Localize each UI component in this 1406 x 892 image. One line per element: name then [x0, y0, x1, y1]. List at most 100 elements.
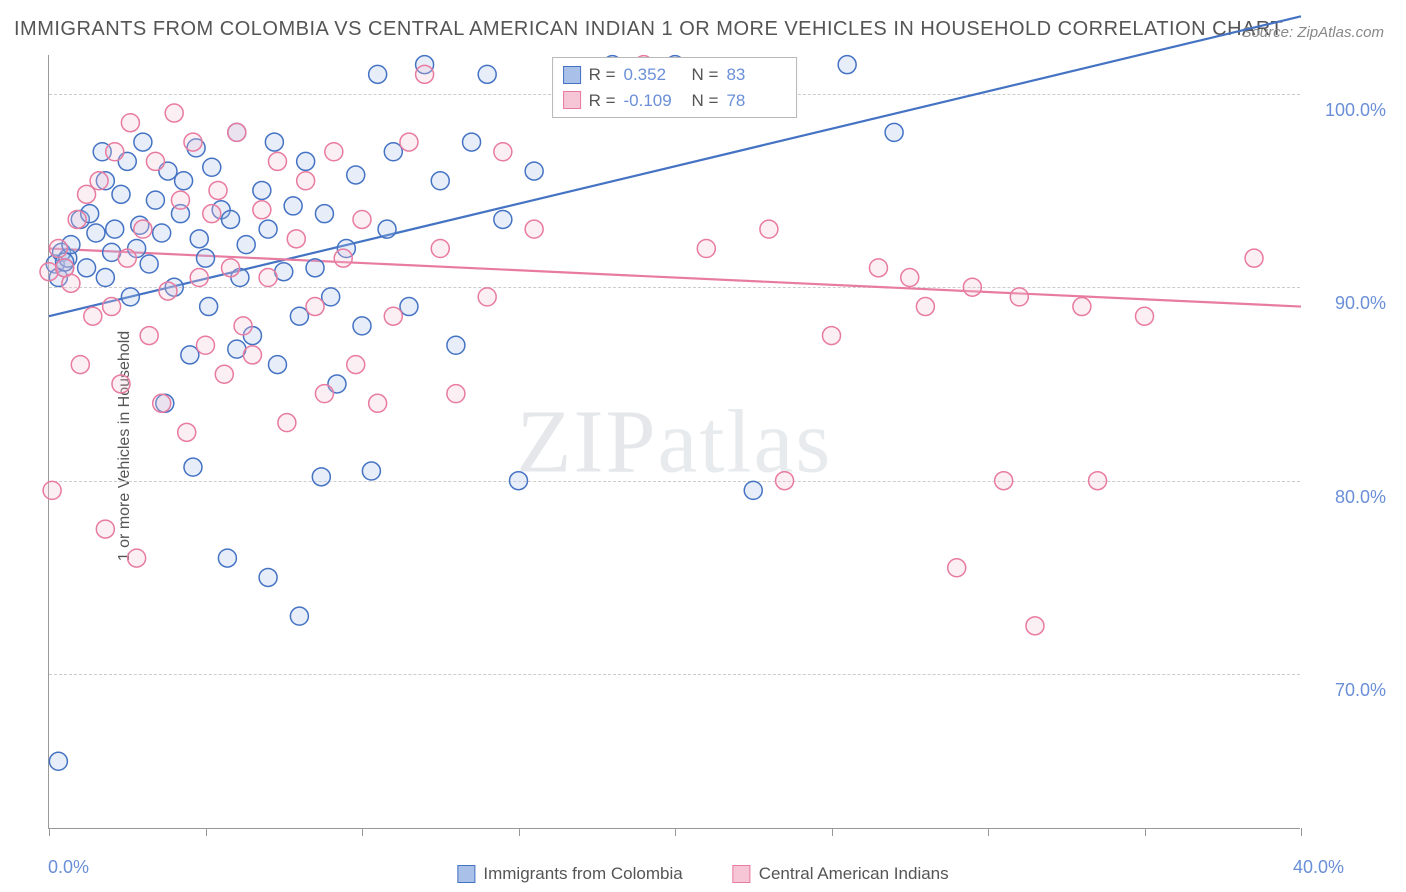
n-value-1: 83 [726, 62, 786, 88]
scatter-point [347, 166, 365, 184]
scatter-point [200, 298, 218, 316]
n-value-2: 78 [726, 88, 786, 114]
scatter-point [153, 394, 171, 412]
scatter-point [334, 249, 352, 267]
scatter-point [290, 607, 308, 625]
scatter-point [823, 327, 841, 345]
scatter-point [1073, 298, 1091, 316]
scatter-point [525, 220, 543, 238]
scatter-point [431, 240, 449, 258]
x-tick [206, 828, 207, 836]
scatter-point [243, 346, 261, 364]
x-tick [675, 828, 676, 836]
scatter-point [171, 191, 189, 209]
r-label: R = [589, 62, 616, 88]
scatter-point [315, 385, 333, 403]
scatter-point [322, 288, 340, 306]
y-tick-label: 80.0% [1306, 487, 1386, 508]
scatter-point [447, 336, 465, 354]
scatter-point [431, 172, 449, 190]
scatter-point [369, 394, 387, 412]
scatter-point [963, 278, 981, 296]
scatter-point [253, 181, 271, 199]
legend-row-series-1: R = 0.352 N = 83 [563, 62, 787, 88]
scatter-point [140, 255, 158, 273]
swatch-bottom-2 [733, 865, 751, 883]
scatter-point [84, 307, 102, 325]
scatter-point [121, 114, 139, 132]
scatter-point [265, 133, 283, 151]
scatter-point [181, 346, 199, 364]
scatter-point [478, 65, 496, 83]
scatter-point [416, 65, 434, 83]
scatter-point [744, 481, 762, 499]
scatter-point [215, 365, 233, 383]
legend-row-series-2: R = -0.109 N = 78 [563, 88, 787, 114]
scatter-point [306, 259, 324, 277]
scatter-point [159, 282, 177, 300]
scatter-point [369, 65, 387, 83]
swatch-series-1 [563, 66, 581, 84]
r-value-2: -0.109 [624, 88, 684, 114]
scatter-point [209, 181, 227, 199]
scatter-point [760, 220, 778, 238]
scatter-point [49, 752, 67, 770]
legend-item-1: Immigrants from Colombia [457, 864, 682, 884]
x-tick [1145, 828, 1146, 836]
x-tick [988, 828, 989, 836]
scatter-point [140, 327, 158, 345]
scatter-point [525, 162, 543, 180]
scatter-point [197, 249, 215, 267]
scatter-point [190, 269, 208, 287]
scatter-chart [49, 55, 1300, 828]
scatter-point [776, 472, 794, 490]
scatter-point [62, 274, 80, 292]
scatter-point [312, 468, 330, 486]
scatter-point [287, 230, 305, 248]
scatter-point [478, 288, 496, 306]
x-axis-end-label: 40.0% [1293, 857, 1344, 878]
scatter-point [146, 152, 164, 170]
scatter-point [306, 298, 324, 316]
scatter-point [378, 220, 396, 238]
scatter-point [96, 520, 114, 538]
scatter-point [1089, 472, 1107, 490]
chart-title: IMMIGRANTS FROM COLOMBIA VS CENTRAL AMER… [14, 18, 1283, 41]
scatter-point [103, 298, 121, 316]
scatter-point [284, 197, 302, 215]
scatter-point [165, 104, 183, 122]
x-tick [1301, 828, 1302, 836]
scatter-point [400, 298, 418, 316]
scatter-point [494, 210, 512, 228]
scatter-point [112, 185, 130, 203]
scatter-point [384, 307, 402, 325]
scatter-point [1136, 307, 1154, 325]
legend-label-1: Immigrants from Colombia [483, 864, 682, 884]
scatter-point [697, 240, 715, 258]
n-label: N = [692, 88, 719, 114]
scatter-point [253, 201, 271, 219]
scatter-point [222, 259, 240, 277]
scatter-point [184, 458, 202, 476]
scatter-point [268, 356, 286, 374]
scatter-point [1245, 249, 1263, 267]
scatter-point [995, 472, 1013, 490]
scatter-point [353, 317, 371, 335]
scatter-point [49, 240, 67, 258]
scatter-point [916, 298, 934, 316]
scatter-point [948, 559, 966, 577]
scatter-point [494, 143, 512, 161]
scatter-point [184, 133, 202, 151]
scatter-point [218, 549, 236, 567]
scatter-point [234, 317, 252, 335]
n-label: N = [692, 62, 719, 88]
scatter-point [1010, 288, 1028, 306]
series-legend: Immigrants from Colombia Central America… [457, 864, 948, 884]
plot-area: ZIPatlas 70.0%80.0%90.0%100.0% R = 0.352… [48, 55, 1300, 829]
scatter-point [121, 288, 139, 306]
scatter-point [290, 307, 308, 325]
scatter-point [228, 123, 246, 141]
scatter-point [869, 259, 887, 277]
y-tick-label: 90.0% [1306, 293, 1386, 314]
scatter-point [68, 210, 86, 228]
